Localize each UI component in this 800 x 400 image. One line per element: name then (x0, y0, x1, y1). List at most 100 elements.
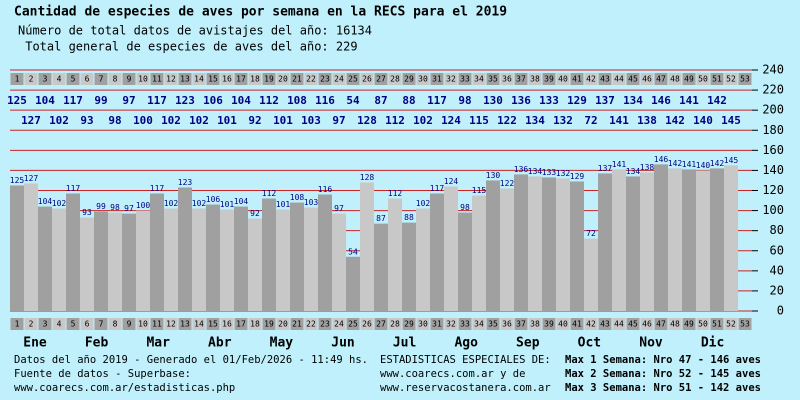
week-label: 50 (698, 75, 708, 84)
week-label: 15 (208, 75, 218, 84)
value-row-label: 141 (609, 114, 629, 127)
week-label: 23 (320, 320, 330, 329)
bar (570, 181, 584, 311)
week-label: 38 (530, 320, 540, 329)
week-label: 2 (29, 75, 34, 84)
week-cell (416, 73, 430, 85)
week-label: 48 (670, 320, 680, 329)
week-label: 28 (390, 320, 400, 329)
week-label: 11 (152, 75, 162, 84)
week-label: 38 (530, 75, 540, 84)
week-label: 48 (670, 75, 680, 84)
week-label: 44 (614, 320, 624, 329)
bar (178, 187, 192, 311)
bar (584, 238, 598, 311)
week-label: 50 (698, 320, 708, 329)
week-cell (374, 73, 388, 85)
week-label: 40 (558, 320, 568, 329)
week-cell (346, 318, 360, 330)
week-cell (696, 318, 710, 330)
value-row-label: 132 (553, 114, 573, 127)
week-label: 53 (740, 75, 750, 84)
value-row-label: 54 (346, 94, 360, 107)
week-label: 18 (250, 320, 260, 329)
week-label: 6 (85, 320, 90, 329)
value-row-label: 102 (49, 114, 69, 127)
bar-label: 97 (334, 204, 344, 213)
bar-label: 132 (556, 169, 571, 178)
bar-label: 142 (668, 159, 683, 168)
week-cell (346, 73, 360, 85)
bar (626, 176, 640, 311)
week-cell (528, 73, 542, 85)
bar (612, 169, 626, 311)
week-cell (66, 318, 80, 330)
month-label: Nov (639, 336, 663, 351)
value-row-label: 92 (248, 114, 261, 127)
week-label: 39 (544, 75, 554, 84)
week-cell (402, 318, 416, 330)
week-cell (108, 318, 122, 330)
week-label: 39 (544, 320, 554, 329)
bar-label: 133 (542, 168, 557, 177)
week-cell (570, 73, 584, 85)
week-label: 4 (57, 320, 62, 329)
week-cell (192, 318, 206, 330)
y-tick-label: 60 (770, 243, 784, 257)
week-label: 37 (516, 75, 526, 84)
week-cell (94, 73, 108, 85)
bar-label: 137 (598, 164, 613, 173)
bar-label: 104 (234, 197, 249, 206)
bar-label: 103 (304, 198, 319, 207)
month-label: Ene (23, 336, 47, 351)
month-label: Jun (331, 336, 354, 351)
week-label: 6 (85, 75, 90, 84)
week-cell (486, 318, 500, 330)
week-label: 30 (418, 320, 428, 329)
bar (528, 176, 542, 311)
week-label: 17 (236, 320, 246, 329)
value-row-label: 98 (108, 114, 121, 127)
y-tick-label: 200 (762, 103, 784, 117)
week-cell (598, 73, 612, 85)
value-row-label: 134 (525, 114, 545, 127)
week-cell (668, 73, 682, 85)
week-label: 35 (488, 75, 498, 84)
week-cell (514, 73, 528, 85)
value-row-label: 98 (458, 94, 471, 107)
week-label: 22 (306, 75, 316, 84)
bar (10, 185, 24, 311)
week-cell (164, 73, 178, 85)
week-cell (486, 73, 500, 85)
bar (346, 256, 360, 311)
week-cell (374, 318, 388, 330)
week-cell (136, 318, 150, 330)
week-cell (416, 318, 430, 330)
bar-label: 92 (250, 209, 260, 218)
bar-label: 141 (612, 160, 627, 169)
week-cell (528, 318, 542, 330)
bar (38, 206, 52, 311)
footer-text: Max 2 Semana: Nro 52 - 145 aves (565, 368, 761, 380)
week-label: 21 (292, 320, 302, 329)
week-cell (626, 73, 640, 85)
bar (248, 218, 262, 311)
bar (94, 211, 108, 311)
bar (66, 193, 80, 311)
week-cell (234, 318, 248, 330)
week-label: 27 (376, 75, 386, 84)
week-cell (472, 318, 486, 330)
week-cell (80, 73, 94, 85)
bar (654, 164, 668, 311)
week-cell (248, 73, 262, 85)
value-row-label: 127 (21, 114, 41, 127)
week-label: 9 (127, 320, 132, 329)
week-label: 15 (208, 320, 218, 329)
y-tick-label: 100 (762, 203, 784, 217)
bar (416, 208, 430, 311)
week-cell (206, 73, 220, 85)
week-cell (500, 73, 514, 85)
week-cell (654, 73, 668, 85)
week-label: 21 (292, 75, 302, 84)
footer-text: Max 1 Semana: Nro 47 - 146 aves (565, 354, 761, 366)
